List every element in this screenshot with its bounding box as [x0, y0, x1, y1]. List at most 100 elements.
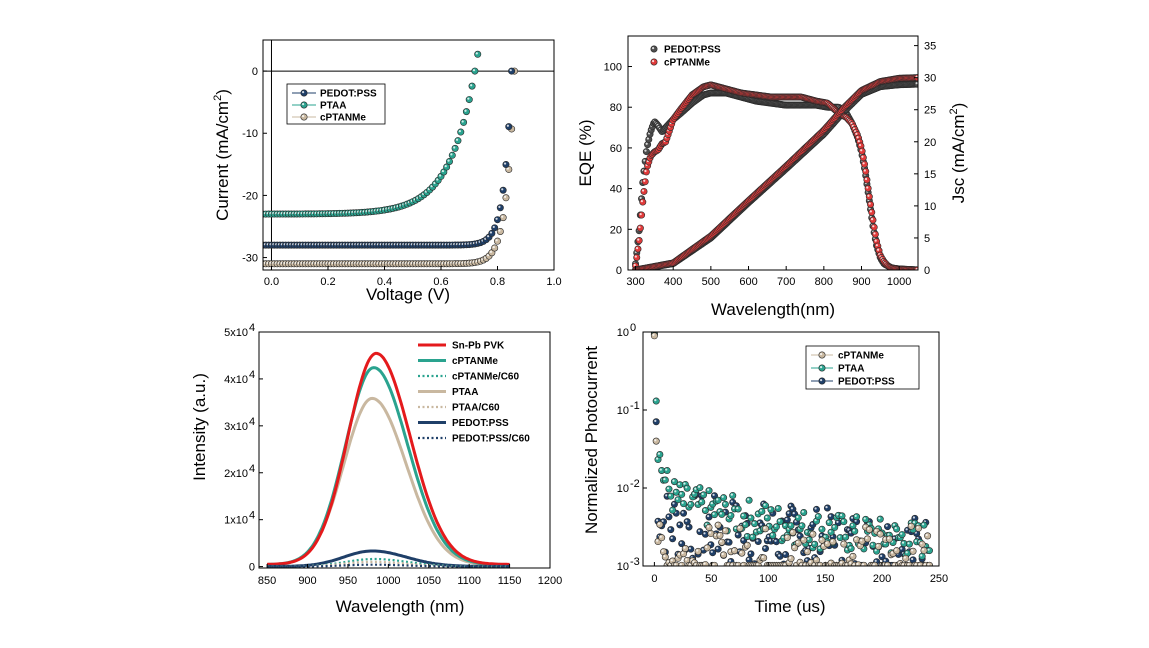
tpc-point-ptaa	[800, 508, 808, 516]
tpc-point-ptaa	[869, 541, 877, 549]
tpc-point-pedotpss-glint	[710, 550, 713, 553]
tpc-point-cptanme	[743, 541, 751, 549]
tpc-point-cptanme	[721, 527, 729, 535]
tpc-point-cptanme-glint	[674, 563, 677, 566]
tpc-point-ptaa-glint	[863, 517, 866, 520]
tpc-point-cptanme	[694, 547, 702, 555]
tpc-point-cptanme-glint	[739, 551, 743, 554]
jv-point-ptaa	[465, 96, 473, 104]
tpc-point-ptaa-glint	[656, 457, 659, 460]
tpc-point-pedotpss	[909, 556, 917, 564]
tpc-point-ptaa-circle	[814, 513, 822, 521]
tpc-point-cptanme-circle	[714, 521, 722, 529]
tpc-point-pedotpss-glint	[900, 547, 903, 550]
tpc-point-ptaa-glint	[805, 530, 808, 533]
tpc-point-ptaa-glint	[838, 535, 841, 538]
jv-point-ptaa-circle	[474, 50, 482, 58]
tpc-point-ptaa-glint	[666, 487, 670, 490]
eqe-point-pedotpss-glint	[639, 196, 642, 199]
tpc-point-cptanme-glint	[707, 525, 710, 528]
eqe-legend-marker-glint	[652, 47, 655, 50]
eqe-ticks: 300 400 500 600 700 800 900 1000020406080100051…	[604, 41, 937, 288]
tpc-point-cptanme-glint	[737, 526, 741, 529]
tpc-point-pedotpss	[714, 545, 722, 553]
eqe-point-cptanme	[863, 176, 871, 184]
tpc-point-cptanme-glint	[789, 556, 792, 559]
tpc-point-cptanme-glint	[809, 560, 812, 563]
tpc-point-cptanme	[803, 548, 811, 556]
tpc-point-cptanme-circle	[721, 527, 729, 535]
tpc-point-cptanme-glint	[794, 563, 797, 566]
tpc-point-ptaa	[687, 500, 695, 508]
tpc-point-ptaa	[696, 484, 704, 492]
tpc-point-ptaa	[898, 531, 906, 539]
pl-ytick-exponent: 4	[249, 463, 255, 475]
tpc-point-ptaa-circle	[798, 522, 806, 530]
pl-ylabel: Intensity (a.u.)	[190, 373, 209, 481]
tpc-point-ptaa	[747, 514, 755, 522]
tpc-point-ptaa-glint	[747, 498, 750, 501]
tpc-point-ptaa	[811, 540, 819, 548]
tpc-point-cptanme-circle	[800, 536, 808, 544]
jv-point-pedotpss-circle	[491, 224, 499, 232]
tpc-point-pedotpss	[761, 545, 769, 553]
tpc-point-cptanme	[718, 538, 726, 546]
tpc-point-ptaa-circle	[663, 467, 671, 475]
eqe-point-cptanme	[869, 216, 877, 224]
tpc-point-ptaa-glint	[901, 541, 905, 544]
tpc-point-pedotpss-glint	[794, 520, 797, 523]
pl-frame	[258, 331, 551, 569]
tpc-point-ptaa-glint	[818, 546, 821, 550]
jv-point-ptaa-glint	[444, 165, 447, 168]
eqe-y2tick-label: 0	[924, 265, 930, 277]
jv-point-pedotpss-circle	[508, 67, 516, 75]
tpc-point-ptaa-glint	[657, 452, 661, 455]
tpc-point-ptaa-glint	[672, 479, 675, 482]
tpc-point-ptaa-glint	[874, 549, 877, 552]
eqe-point-cptanme	[639, 198, 647, 206]
tpc-point-ptaa-glint	[894, 526, 897, 530]
eqe-ytick-label: 40	[610, 184, 622, 196]
tpc-point-cptanme-glint	[849, 561, 852, 565]
tpc-point-pedotpss-glint	[686, 525, 690, 528]
pl-legend-label: PTAA/C60	[452, 403, 500, 414]
tpc-point-pedotpss-glint	[814, 507, 817, 510]
pl-curve-snpbpvk	[267, 351, 510, 566]
jv-point-ptaa-glint	[461, 120, 464, 123]
jv-point-ptaa	[471, 67, 479, 75]
pl-legend-label: Sn-Pb PVK	[452, 341, 505, 352]
tpc-point-pedotpss-circle	[669, 535, 677, 543]
pl-xtick-label: 1000	[376, 575, 400, 587]
pl-xtick-label: 1100	[457, 575, 481, 587]
tpc-point-ptaa-circle	[687, 500, 695, 508]
jv-point-cptanme	[502, 194, 510, 202]
tpc-point-cptanme	[787, 555, 795, 563]
tpc-point-pedotpss-glint	[912, 516, 916, 519]
tpc-point-ptaa-circle	[745, 496, 753, 504]
tpc-point-cptanme-glint	[705, 545, 708, 549]
jv-point-pedotpss-glint	[492, 225, 495, 229]
jv-point-ptaa	[454, 137, 462, 145]
tpc-point-ptaa-circle	[776, 518, 784, 526]
pl-xlabel: Wavelength (nm)	[336, 597, 465, 616]
tpc-point-ptaa-glint	[850, 523, 854, 526]
tpc-point-ptaa-glint	[854, 514, 857, 517]
tpc-point-ptaa-circle	[700, 491, 708, 499]
tpc-point-cptanme	[703, 544, 711, 552]
tpc-point-ptaa-circle	[729, 492, 737, 500]
tpc-point-ptaa-glint	[927, 548, 930, 551]
tpc-point-ptaa-glint	[663, 477, 666, 481]
tpc-point-ptaa-glint	[697, 485, 701, 488]
jv-point-ptaa-glint	[479, 33, 481, 35]
tpc-point-ptaa-glint	[685, 486, 688, 489]
jv-legend-marker-glint	[302, 115, 305, 118]
jv-point-cptanme	[491, 244, 499, 252]
tpc-point-ptaa	[714, 496, 722, 504]
eqe-point-cptanme	[870, 223, 878, 231]
eqe-point-cptanme	[867, 200, 875, 208]
jv-data-layer	[263, 33, 554, 270]
tpc-point-cptanme-glint	[712, 563, 715, 566]
tpc-point-cptanme-glint	[692, 560, 695, 563]
tpc-point-ptaa-circle	[747, 514, 755, 522]
